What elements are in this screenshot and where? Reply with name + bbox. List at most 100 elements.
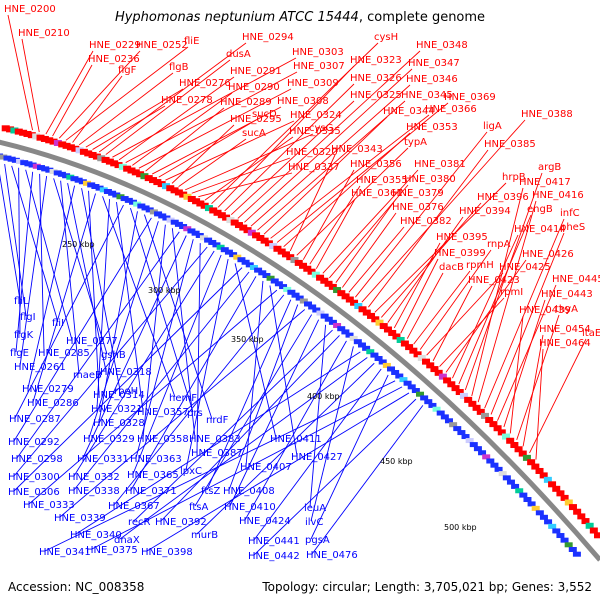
reverse-feature xyxy=(560,537,569,543)
reverse-connector-line xyxy=(13,246,208,477)
reverse-feature xyxy=(120,196,129,202)
forward-connector-line xyxy=(445,259,527,373)
forward-gene-label: HNE_0423 xyxy=(468,275,520,286)
reverse-feature xyxy=(568,546,577,552)
forward-feature xyxy=(239,224,248,231)
forward-connector-line xyxy=(257,100,406,231)
forward-gene-label: HNE_0369 xyxy=(444,92,496,103)
forward-gene-label: HNE_0295 xyxy=(230,114,282,125)
reverse-feature xyxy=(112,192,121,198)
reverse-feature xyxy=(91,184,100,190)
forward-feature xyxy=(131,169,140,176)
forward-feature xyxy=(183,193,192,200)
reverse-gene-label: HNE_0424 xyxy=(239,516,291,527)
reverse-connector-line xyxy=(53,178,108,355)
reverse-gene-label: murB xyxy=(191,530,218,541)
reverse-connector-line xyxy=(311,405,424,555)
reverse-feature xyxy=(432,406,441,412)
forward-gene-label: HNE_0309 xyxy=(287,78,339,89)
forward-gene-label: HNE_0426 xyxy=(522,249,574,260)
forward-gene-label: dacB xyxy=(439,262,464,273)
forward-feature xyxy=(556,490,565,497)
forward-feature xyxy=(114,162,123,169)
forward-gene-label: HNE_0278 xyxy=(161,95,213,106)
forward-feature xyxy=(79,148,88,155)
reverse-feature xyxy=(357,342,366,348)
reverse-connector-line xyxy=(81,188,121,391)
forward-feature xyxy=(400,340,409,347)
forward-gene-label: HNE_0326 xyxy=(350,73,402,84)
forward-feature xyxy=(153,179,162,186)
reverse-gene-label: gshB xyxy=(101,350,126,361)
forward-gene-label: HNE_0439 xyxy=(519,305,571,316)
forward-connector-line xyxy=(289,154,336,252)
forward-feature xyxy=(413,351,422,358)
reverse-feature xyxy=(328,319,337,325)
forward-gene-label: HNE_0276 xyxy=(179,78,231,89)
forward-feature xyxy=(375,319,384,326)
forward-gene-label: rpmH xyxy=(466,260,494,271)
reverse-gene-label: HNE_0408 xyxy=(223,486,275,497)
inner-feature-ring xyxy=(0,153,581,557)
reverse-feature xyxy=(349,335,358,341)
reverse-feature xyxy=(564,542,573,548)
forward-connector-line xyxy=(78,72,174,146)
forward-feature xyxy=(379,323,388,330)
forward-feature xyxy=(217,212,226,219)
forward-gene-label: HNE_0464 xyxy=(539,338,591,349)
reverse-feature xyxy=(41,166,50,172)
reverse-gene-label: dnaX xyxy=(114,535,140,546)
reverse-connector-line xyxy=(228,304,299,491)
forward-gene-label: HNE_0307 xyxy=(293,61,345,72)
forward-connector-line xyxy=(151,106,282,175)
reverse-feature xyxy=(312,307,321,313)
forward-gene-label: ligA xyxy=(483,121,502,132)
forward-feature xyxy=(430,366,439,373)
forward-feature xyxy=(222,214,231,221)
reverse-gene-label: fliI xyxy=(52,318,64,329)
reverse-gene-label: HNE_0306 xyxy=(8,487,60,498)
reverse-gene-label: HNE_0427 xyxy=(291,452,343,463)
forward-gene-label: rnpA xyxy=(487,239,511,250)
reverse-feature xyxy=(183,226,192,232)
forward-feature xyxy=(476,408,485,415)
forward-gene-label: HNE_0236 xyxy=(88,54,140,65)
forward-connector-line xyxy=(302,169,355,260)
reverse-feature xyxy=(378,359,387,365)
forward-gene-label: HNE_0366 xyxy=(425,104,477,115)
forward-feature xyxy=(49,138,58,145)
forward-connector-line xyxy=(138,88,292,169)
reverse-feature xyxy=(407,384,416,390)
reverse-feature xyxy=(187,228,196,234)
reverse-feature xyxy=(353,339,362,345)
forward-gene-label: HNE_0381 xyxy=(414,159,466,170)
reverse-gene-label: recR xyxy=(128,517,151,528)
forward-gene-label: ltaE xyxy=(582,328,600,339)
reverse-feature xyxy=(428,402,437,408)
forward-feature xyxy=(568,504,577,511)
forward-connector-line xyxy=(490,232,565,415)
reverse-feature xyxy=(515,488,524,494)
reverse-feature xyxy=(16,158,25,164)
reverse-feature xyxy=(166,217,175,223)
forward-feature xyxy=(464,396,473,403)
forward-connector-line xyxy=(230,100,355,215)
forward-feature xyxy=(552,485,561,492)
reverse-feature xyxy=(70,176,79,182)
forward-feature xyxy=(371,316,380,323)
reverse-feature xyxy=(502,475,511,481)
forward-feature xyxy=(409,347,418,354)
scale-label: 250 kbp xyxy=(62,240,95,249)
forward-feature xyxy=(226,217,235,224)
forward-gene-label: HNE_0323 xyxy=(350,55,402,66)
forward-feature xyxy=(337,290,346,297)
forward-feature xyxy=(589,527,598,534)
forward-connector-line xyxy=(419,249,492,350)
reverse-gene-label: flgK xyxy=(14,330,34,341)
reverse-connector-line xyxy=(194,314,313,507)
reverse-feature xyxy=(299,298,308,304)
forward-feature xyxy=(6,126,15,133)
reverse-gene-label: hemF xyxy=(169,393,197,404)
forward-gene-label: cysH xyxy=(374,32,398,43)
